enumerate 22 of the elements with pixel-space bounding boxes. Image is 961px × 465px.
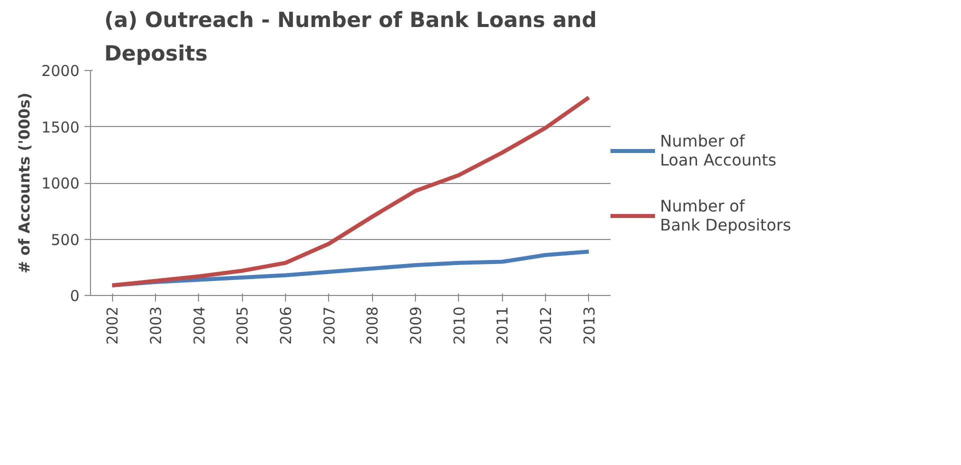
x-tick-label: 2013 (580, 306, 598, 345)
y-tick-label: 2000 (41, 62, 80, 80)
y-axis-title: # of Accounts ('000s) (15, 92, 34, 274)
x-tick-label: 2003 (147, 306, 165, 345)
legend-label: Number of Loan Accounts (660, 130, 776, 170)
x-tick-label: 2012 (537, 306, 555, 345)
x-tick-label: 2007 (320, 306, 338, 345)
y-tick-label: 1000 (41, 174, 80, 192)
legend-label: Number of Bank Depositors (660, 195, 792, 235)
line-series (110, 96, 591, 288)
y-tick-label: 1500 (41, 118, 80, 136)
x-tick-label: 2010 (450, 306, 468, 345)
x-tick-label: 2008 (364, 306, 382, 345)
x-tick-label: 2004 (190, 306, 208, 345)
y-tick-label: 500 (50, 230, 80, 249)
x-tick-label: 2005 (234, 306, 252, 345)
y-tick-label: 0 (70, 287, 80, 305)
x-tick-label: 2011 (494, 306, 512, 345)
x-tick-label: 2002 (104, 306, 122, 345)
chart-title: (a) Outreach - Number of Bank Loans and Deposits (104, 8, 597, 66)
x-tick-label: 2006 (277, 306, 295, 345)
x-tick-label: 2009 (407, 306, 425, 345)
